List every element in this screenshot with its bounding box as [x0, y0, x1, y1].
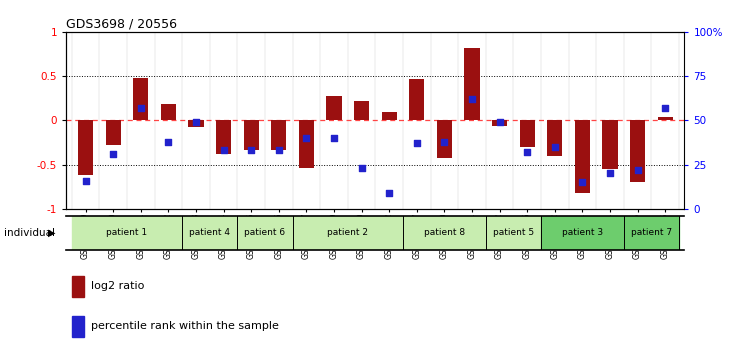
Bar	[492, 120, 507, 126]
Bar	[623, 216, 679, 250]
Text: percentile rank within the sample: percentile rank within the sample	[91, 321, 279, 331]
Bar	[547, 120, 562, 156]
Text: ▶: ▶	[48, 228, 55, 238]
Bar	[575, 120, 590, 193]
Bar	[541, 216, 623, 250]
Point	[576, 179, 588, 185]
Bar	[326, 96, 342, 120]
Point	[163, 139, 174, 144]
Text: patient 8: patient 8	[424, 228, 465, 237]
Text: individual: individual	[4, 228, 54, 238]
Text: patient 7: patient 7	[631, 228, 672, 237]
Point	[494, 119, 506, 125]
Text: patient 1: patient 1	[107, 228, 147, 237]
Bar	[271, 120, 286, 150]
Bar	[630, 120, 645, 182]
Bar	[72, 316, 84, 337]
Point	[107, 151, 119, 157]
Point	[439, 139, 450, 144]
Bar	[436, 120, 452, 158]
Bar	[216, 120, 231, 154]
Bar	[381, 112, 397, 120]
Bar	[486, 216, 541, 250]
Text: patient 3: patient 3	[562, 228, 603, 237]
Bar	[292, 216, 403, 250]
Text: log2 ratio: log2 ratio	[91, 281, 144, 291]
Bar	[354, 101, 369, 120]
Text: patient 6: patient 6	[244, 228, 286, 237]
Point	[245, 148, 257, 153]
Bar	[105, 120, 121, 145]
Point	[659, 105, 671, 111]
Bar	[188, 120, 204, 127]
Bar	[403, 216, 486, 250]
Text: patient 4: patient 4	[189, 228, 230, 237]
Point	[79, 178, 91, 183]
Bar	[299, 120, 314, 168]
Bar	[520, 120, 535, 147]
Text: GDS3698 / 20556: GDS3698 / 20556	[66, 18, 177, 31]
Point	[521, 149, 533, 155]
Bar	[602, 120, 618, 169]
Point	[328, 135, 340, 141]
Bar	[72, 216, 183, 250]
Point	[549, 144, 561, 150]
Point	[355, 165, 367, 171]
Point	[190, 119, 202, 125]
Text: patient 5: patient 5	[493, 228, 534, 237]
Point	[300, 135, 312, 141]
Bar	[183, 216, 237, 250]
Point	[273, 148, 285, 153]
Point	[411, 141, 422, 146]
Point	[218, 148, 230, 153]
Text: patient 2: patient 2	[328, 228, 368, 237]
Bar	[244, 120, 259, 150]
Bar	[464, 48, 480, 120]
Bar	[657, 117, 673, 120]
Bar	[237, 216, 292, 250]
Point	[604, 171, 616, 176]
Point	[135, 105, 146, 111]
Bar	[160, 104, 176, 120]
Bar	[78, 120, 93, 175]
Bar	[133, 78, 149, 120]
Bar	[72, 276, 84, 297]
Point	[383, 190, 395, 196]
Point	[631, 167, 643, 173]
Point	[466, 96, 478, 102]
Bar	[409, 79, 425, 120]
